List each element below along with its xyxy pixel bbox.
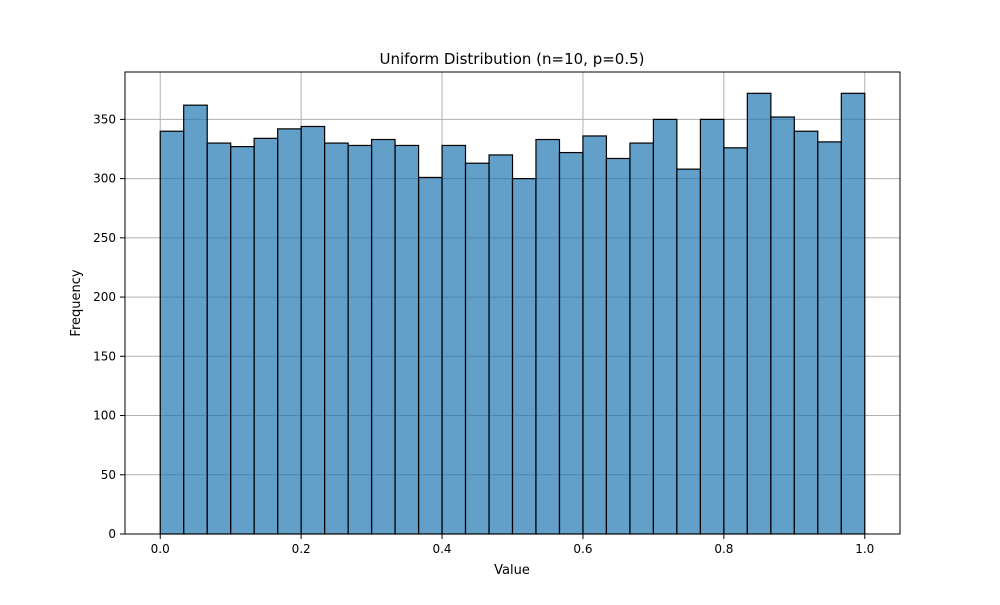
histogram-bar [582,135,608,535]
histogram-bar [183,104,208,535]
histogram-bar [441,144,467,535]
y-tick-label: 150 [93,349,116,363]
histogram-bar [511,178,537,535]
histogram-bar [605,157,631,535]
histogram-bar [347,144,373,535]
histogram-bar [817,141,842,535]
histogram-bar [230,146,255,535]
x-tick-label: 1.0 [855,542,874,556]
histogram-bar [464,162,490,535]
histogram-bar [206,142,232,535]
y-tick-label: 200 [93,290,116,304]
y-tick-label: 100 [93,409,116,423]
histogram-bar [676,168,702,535]
axes-layer [124,71,901,535]
x-tick-label: 0.0 [151,542,170,556]
x-tick-label: 0.4 [432,542,451,556]
histogram-bar [159,130,185,535]
y-tick-label: 350 [93,112,116,126]
histogram-bar [770,116,795,535]
histogram-bar [629,142,655,535]
histogram-bar [253,137,279,535]
x-tick-label: 0.2 [292,542,311,556]
x-tick-label: 0.6 [573,542,592,556]
histogram-bar [723,147,748,535]
histogram-bar [535,138,561,535]
histogram-bar [488,154,514,535]
chart-title: Uniform Distribution (n=10, p=0.5) [379,50,644,68]
histogram-bar [558,151,584,535]
y-tick-label: 0 [108,527,116,541]
histogram-bar [699,118,725,535]
histogram-bar [652,118,678,535]
histogram-bar [370,138,396,535]
histogram-bar [793,130,819,535]
ticks-layer: 0.0 0.2 0.4 0.6 0.8 1.0 0 50 100 150 200 250 300 350 [93,112,874,556]
x-tick-label: 0.8 [714,542,733,556]
histogram-bar [746,92,772,535]
histogram-bar [277,128,302,535]
y-tick-label: 50 [101,468,116,482]
histogram-bar [323,142,349,535]
y-tick-label: 250 [93,231,116,245]
histogram-bar [417,176,443,535]
x-axis-label: Value [494,563,530,578]
histogram-bar [394,144,420,535]
bars-layer [159,92,866,535]
y-axis-label: Frequency [69,269,84,336]
plot-frame [124,71,901,535]
y-tick-label: 300 [93,172,116,186]
histogram-bar [840,92,866,535]
histogram-bar [300,125,326,535]
